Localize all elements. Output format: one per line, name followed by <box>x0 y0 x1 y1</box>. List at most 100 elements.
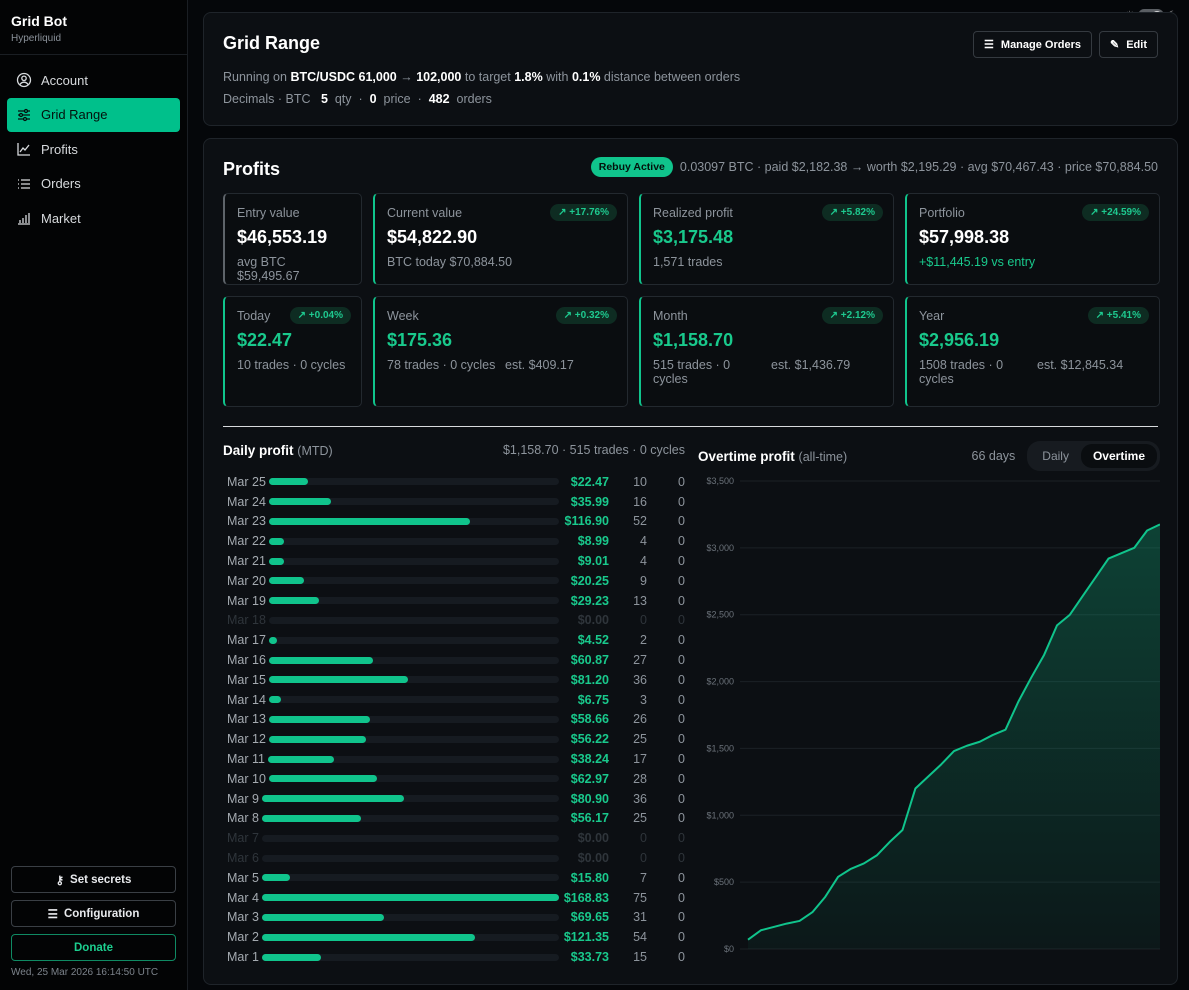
profit-bar <box>268 696 281 704</box>
configuration-label: Configuration <box>63 907 140 920</box>
profit-bar <box>268 676 409 684</box>
app-subtitle: Hyperliquid <box>11 33 62 44</box>
day-label: Mar 17 <box>227 633 266 648</box>
day-trades: 15 <box>633 950 647 965</box>
stat-sub: avg BTC $59,495.67 <box>237 255 300 283</box>
donate-button[interactable]: Donate <box>11 934 176 961</box>
rebuy-badge: Rebuy Active <box>590 157 673 177</box>
day-cycles: 0 <box>678 791 685 806</box>
sidebar-item-label: Grid Range <box>41 107 108 122</box>
y-tick-label: $500 <box>714 877 734 887</box>
day-profit: $9.01 <box>577 554 609 569</box>
day-cycles: 0 <box>678 712 685 727</box>
sidebar-item-account[interactable]: Account <box>7 63 180 97</box>
stat-sub: 1,571 trades <box>653 255 723 269</box>
stat-sub: 10 trades · 0 cycles <box>237 358 346 372</box>
daily-row: Mar 22 $8.99 4 0 <box>223 531 685 551</box>
divider <box>223 426 1158 427</box>
sidebar-item-profits[interactable]: Profits <box>7 132 180 166</box>
profit-bar-track <box>268 498 559 506</box>
day-cycles: 0 <box>678 514 685 529</box>
stat-value: $54,822.90 <box>387 227 478 247</box>
day-trades: 25 <box>633 811 647 826</box>
stat-value: $57,998.38 <box>919 227 1010 247</box>
day-label: Mar 14 <box>227 692 266 707</box>
day-profit: $116.90 <box>564 514 610 529</box>
change-badge: ↗ +0.04% <box>289 307 351 324</box>
profit-bar-track <box>268 775 559 783</box>
day-profit: $22.47 <box>570 474 609 489</box>
sidebar-item-label: Profits <box>41 141 78 157</box>
change-badge: ↗ +2.12% <box>821 307 883 324</box>
y-tick-label: $2,000 <box>706 677 734 687</box>
day-trades: 2 <box>640 633 647 648</box>
manage-orders-button[interactable]: ☰ Manage Orders <box>973 31 1092 58</box>
tab-daily[interactable]: Daily <box>1042 449 1069 463</box>
sidebar-item-orders[interactable]: Orders <box>7 167 180 201</box>
day-label: Mar 8 <box>227 811 259 826</box>
sidebar-item-grid-range[interactable]: Grid Range <box>7 97 180 132</box>
daily-row: Mar 9 $80.90 36 0 <box>223 789 685 809</box>
day-cycles: 0 <box>678 771 685 786</box>
day-label: Mar 20 <box>227 573 266 588</box>
day-trades: 31 <box>633 910 647 925</box>
sidebar-item-market[interactable]: Market <box>7 201 180 235</box>
profit-bar-track <box>268 616 559 624</box>
stat-value: $22.47 <box>237 330 293 350</box>
day-cycles: 0 <box>678 474 685 489</box>
day-trades: 17 <box>633 752 647 767</box>
daily-summary: $1,158.70 · 515 trades · 0 cycles <box>502 443 685 457</box>
configuration-button[interactable]: ☰ Configuration <box>11 900 176 927</box>
day-label: Mar 13 <box>227 712 266 727</box>
day-cycles: 0 <box>678 573 685 588</box>
day-trades: 28 <box>633 771 647 786</box>
day-trades: 26 <box>633 712 647 727</box>
day-label: Mar 5 <box>227 870 259 885</box>
stat-card-today: Today ↗ +0.04% $22.47 10 trades · 0 cycles <box>223 296 362 407</box>
profit-bar-track <box>261 795 559 803</box>
day-trades: 27 <box>633 653 647 668</box>
edit-button[interactable]: ✎ Edit <box>1099 31 1158 58</box>
tab-overtime[interactable]: Overtime <box>1080 444 1157 468</box>
clock: Wed, 25 Mar 2026 16:14:50 UTC <box>11 967 159 978</box>
daily-row: Mar 19 $29.23 13 0 <box>223 591 685 611</box>
key-icon: ⚷ <box>55 874 65 887</box>
profit-bar <box>268 775 378 783</box>
stat-card-portfolio: Portfolio ↗ +24.59% $57,998.38 +$11,445.19 … <box>905 193 1160 285</box>
daily-row: Mar 2 $121.35 54 0 <box>223 927 685 947</box>
day-trades: 7 <box>640 870 647 885</box>
daily-profit-panel: Daily profit (MTD) $1,158.70 · 515 trades… <box>223 443 685 967</box>
profit-bar <box>261 814 361 822</box>
daily-row: Mar 8 $56.17 25 0 <box>223 809 685 829</box>
change-badge: ↗ +5.41% <box>1087 307 1149 324</box>
day-label: Mar 10 <box>227 771 266 786</box>
profit-bar <box>268 557 285 565</box>
profit-bar <box>268 577 304 585</box>
profit-bar-track <box>268 557 559 565</box>
stat-value: $3,175.48 <box>653 227 734 247</box>
user-circle-icon <box>16 72 32 88</box>
day-profit: $20.25 <box>570 573 609 588</box>
profit-bar-track <box>268 696 559 704</box>
stat-label: Realized profit <box>653 206 733 220</box>
day-profit: $60.87 <box>570 653 609 668</box>
profit-bar <box>268 597 320 605</box>
stat-sub: BTC today $70,884.50 <box>387 255 513 269</box>
daily-row: Mar 7 $0.00 0 0 <box>223 828 685 848</box>
day-profit: $56.17 <box>570 811 609 826</box>
day-cycles: 0 <box>678 534 685 549</box>
day-cycles: 0 <box>678 633 685 648</box>
grid-summary: Running on BTC/USDC 61,000 → 102,000 to … <box>223 70 741 84</box>
daily-row: Mar 12 $56.22 25 0 <box>223 729 685 749</box>
set-secrets-button[interactable]: ⚷ Set secrets <box>11 866 176 893</box>
stat-value: $2,956.19 <box>919 330 1000 350</box>
profit-bar-track <box>261 913 559 921</box>
day-label: Mar 19 <box>227 593 266 608</box>
day-trades: 25 <box>633 732 647 747</box>
overtime-chart: $0 $500 $1,000 $1,500 $2,000 $2,500 $3,000 $3,5… <box>706 477 1160 954</box>
stat-label: Current value <box>387 206 463 220</box>
sidebar-item-label: Account <box>41 72 88 88</box>
bars-icon <box>18 213 30 225</box>
rebuy-info: 0.03097 BTC · paid $2,182.38 → worth $2,… <box>679 160 1158 174</box>
y-tick-label: $1,500 <box>706 743 734 753</box>
